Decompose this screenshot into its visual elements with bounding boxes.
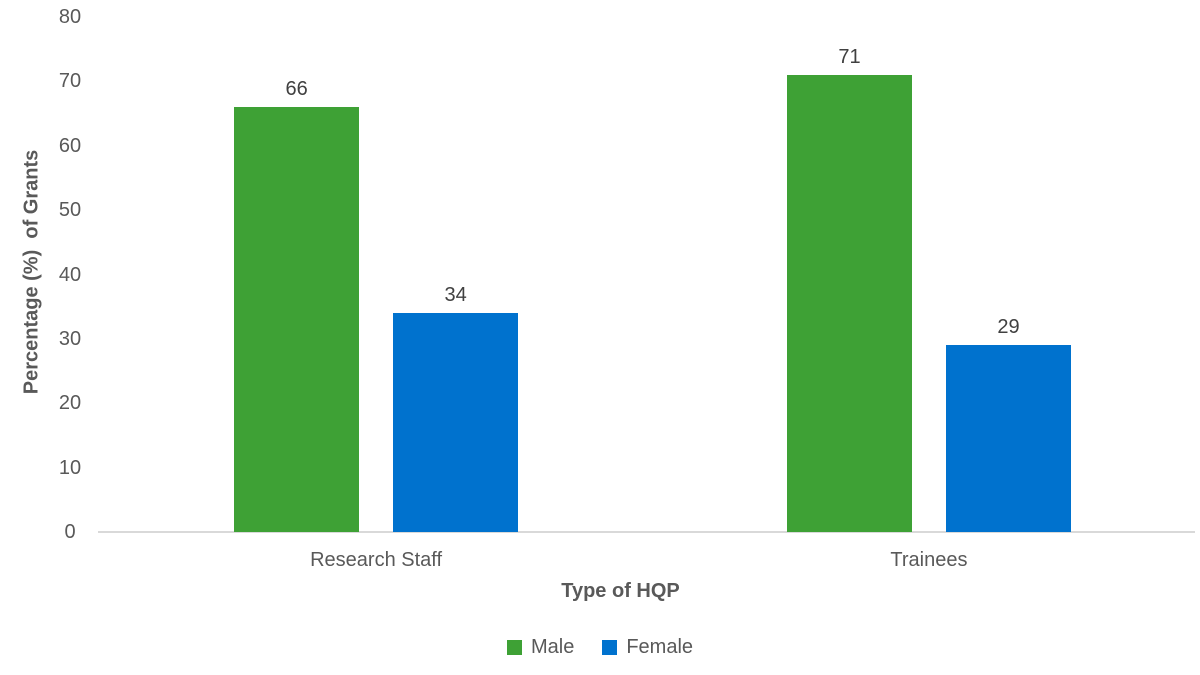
legend-swatch-icon xyxy=(602,640,618,655)
y-axis-tick-label: 10 xyxy=(58,456,82,479)
legend-item-male: Male xyxy=(506,636,575,659)
x-axis-category-label: Trainees xyxy=(890,549,968,571)
x-axis-line xyxy=(98,531,1195,533)
y-axis-tick-label: 30 xyxy=(58,327,82,350)
value-label-male-trainees: 71 xyxy=(838,46,861,68)
y-axis-tick-label: 60 xyxy=(58,134,82,157)
legend-item-female: Female xyxy=(602,636,693,659)
x-axis-category-label: Research Staff xyxy=(310,549,443,571)
legend-swatch-icon xyxy=(506,640,522,655)
y-axis-tick-label: 20 xyxy=(58,392,82,415)
y-axis-tick-label: 0 xyxy=(64,521,76,543)
x-axis-title: Type of HQP xyxy=(561,580,680,602)
legend: Male Female xyxy=(0,636,1200,659)
bar-female-trainees xyxy=(945,345,1071,532)
bar-female-research-staff xyxy=(393,313,519,532)
y-axis-tick-label: 80 xyxy=(58,6,82,28)
value-label-female-research-staff: 34 xyxy=(444,284,467,306)
legend-label: Male xyxy=(530,636,575,658)
bar-male-research-staff xyxy=(234,107,360,532)
legend-label: Female xyxy=(626,636,694,658)
value-label-female-trainees: 29 xyxy=(997,316,1020,338)
value-label-male-research-staff: 66 xyxy=(285,78,308,100)
bar-male-trainees xyxy=(786,75,912,532)
y-axis-tick-label: 70 xyxy=(58,70,82,93)
y-axis-tick-label: 40 xyxy=(58,263,82,286)
y-axis-tick-label: 50 xyxy=(58,199,82,222)
